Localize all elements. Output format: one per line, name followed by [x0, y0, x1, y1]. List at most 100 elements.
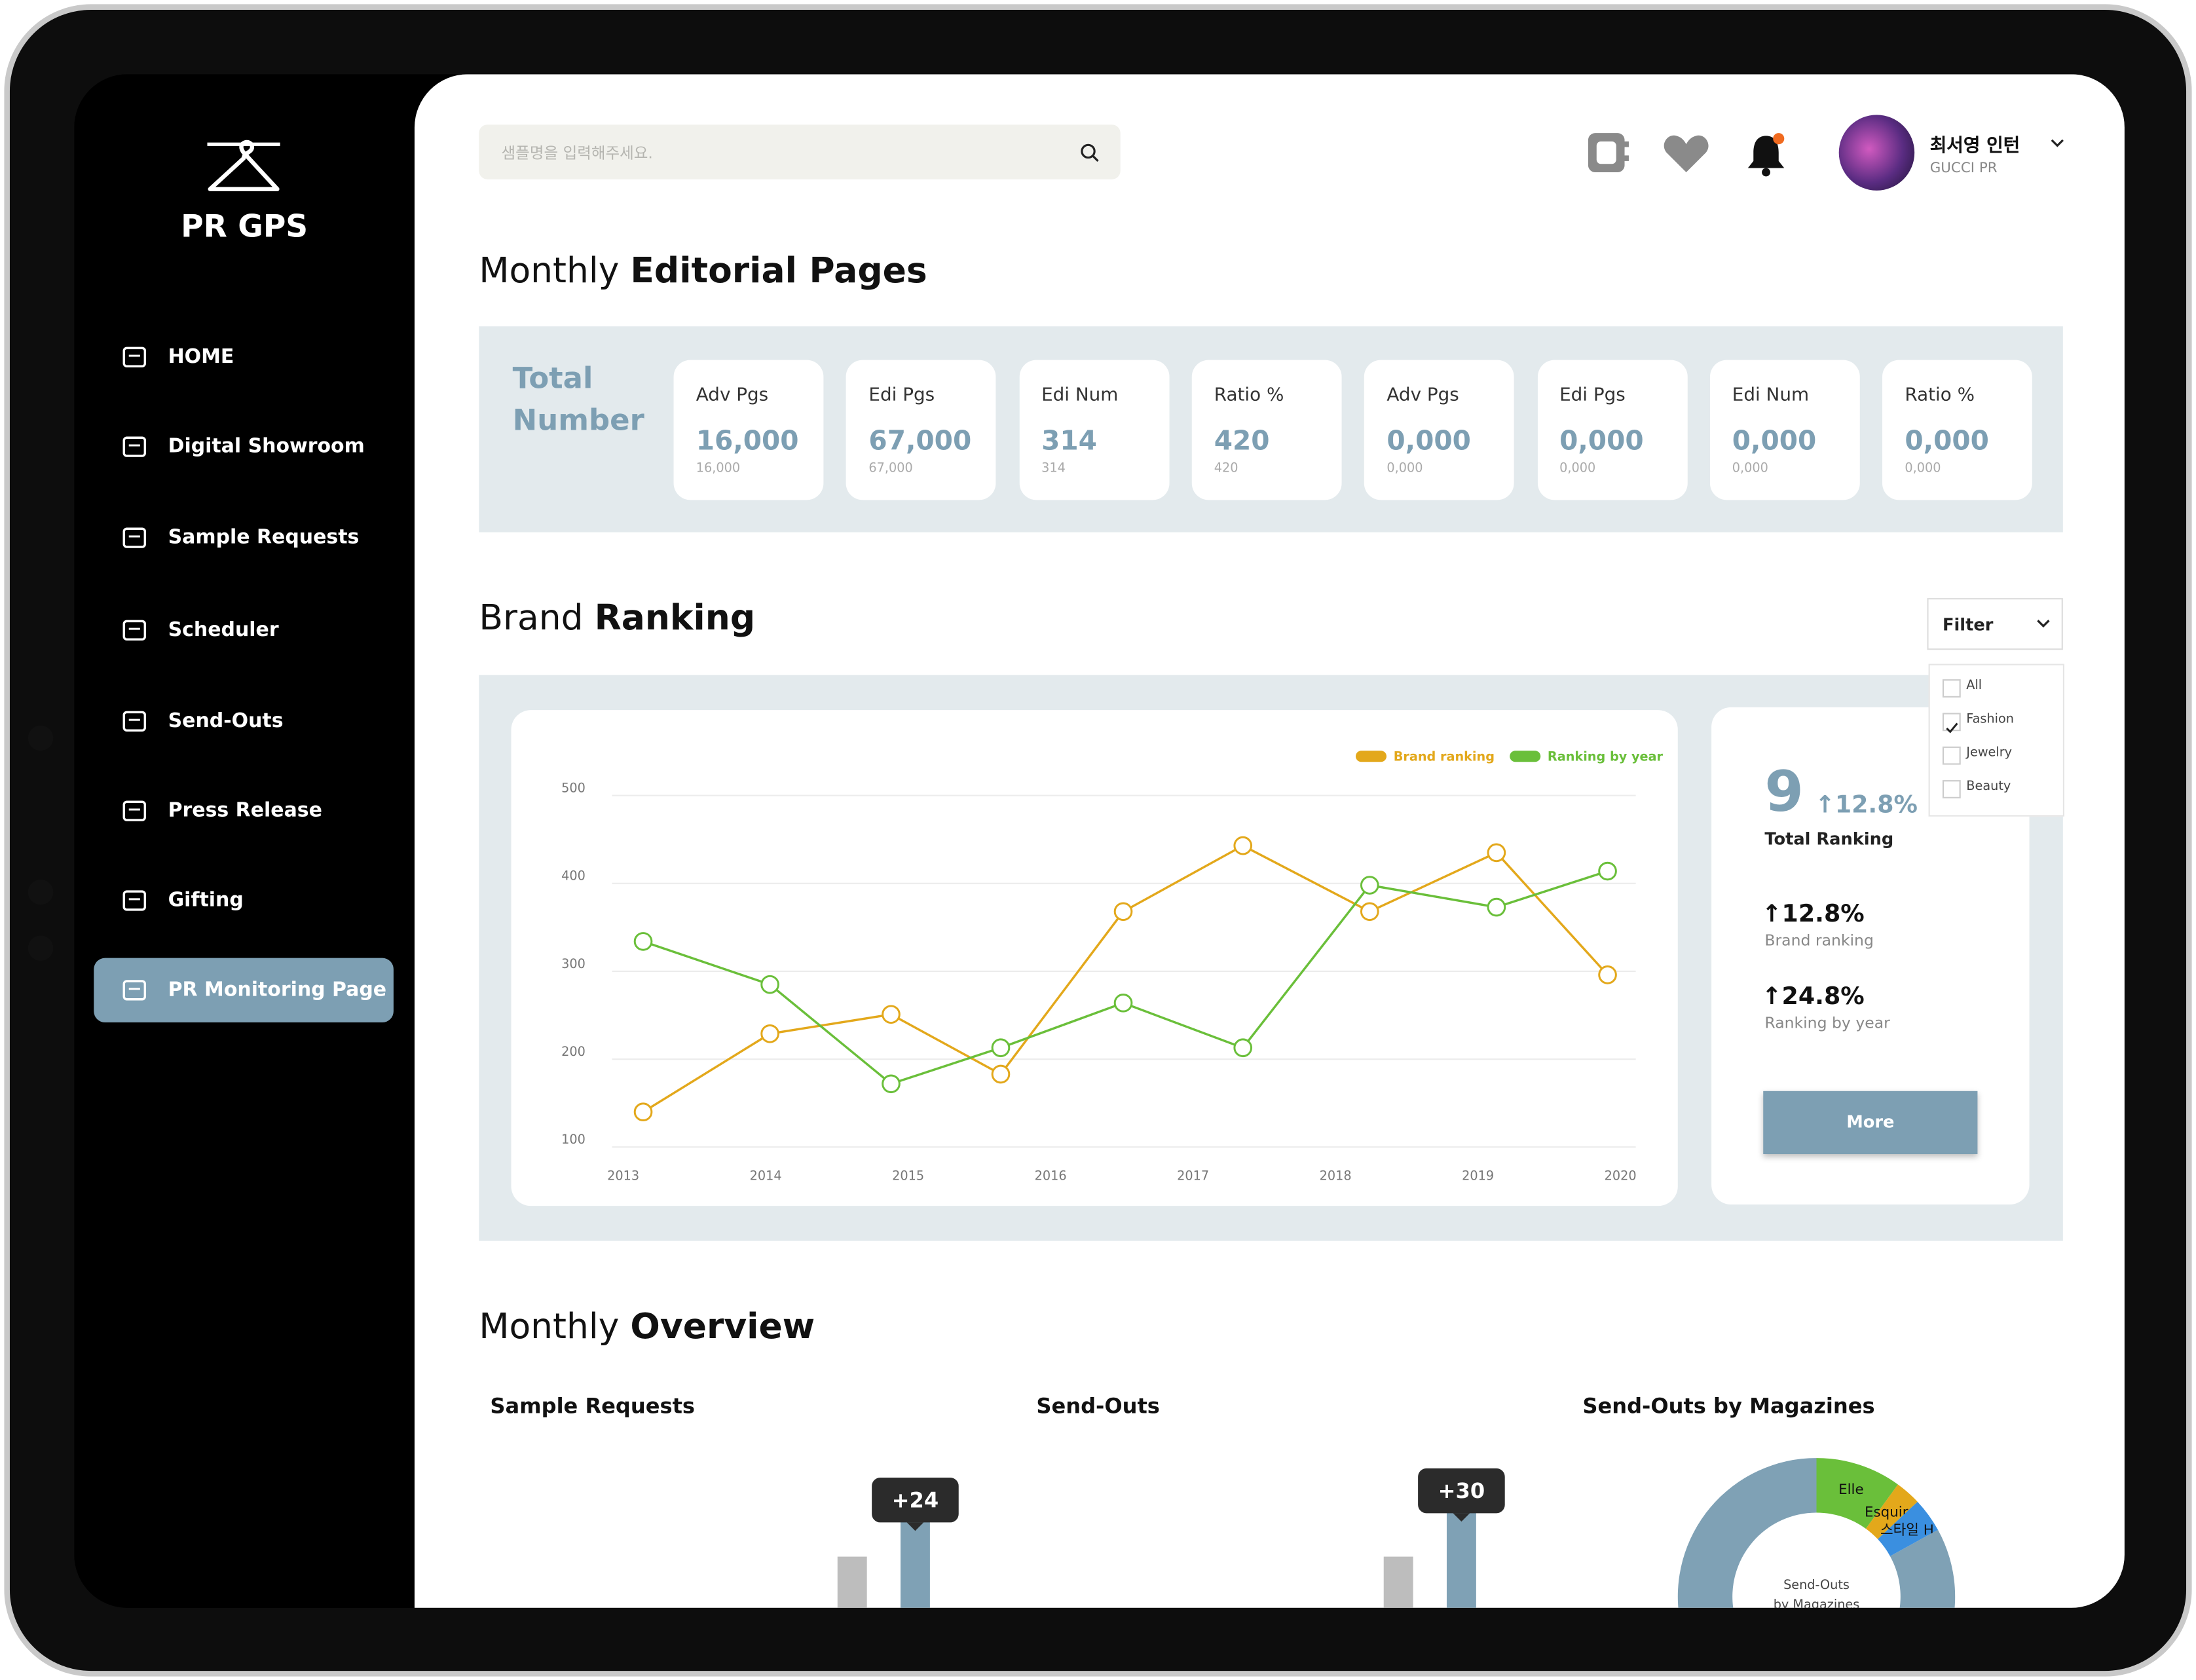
- chart-title: Send-Outs by Magazines: [1582, 1393, 1875, 1419]
- search-box[interactable]: 샘플명을 입력해주세요.: [479, 124, 1121, 179]
- bar: [900, 1520, 930, 1608]
- nav-item[interactable]: Send-Outs: [94, 689, 394, 753]
- charts-layer: 100 200 300 400 500 2013 2014 2015 2016 2017 2018 2…: [561, 749, 1956, 1608]
- chart-title: Send-Outs: [1036, 1393, 1160, 1419]
- checkbox: [1942, 746, 1961, 765]
- camera-dot: [28, 879, 54, 905]
- nav-label: Send-Outs: [168, 710, 284, 733]
- filter-option-label: Fashion: [1966, 713, 2014, 727]
- nav-label: Digital Showroom: [168, 436, 365, 458]
- point: [1113, 902, 1133, 922]
- contacts-icon[interactable]: [1586, 130, 1630, 175]
- x-tick-label: 2020: [1605, 1168, 1637, 1184]
- section-title: Brand Ranking: [479, 597, 755, 638]
- nav-item[interactable]: Sample Requests: [94, 506, 394, 570]
- filter-dropdown[interactable]: Filter: [1927, 598, 2063, 650]
- nav-label: HOME: [168, 346, 234, 369]
- nav-label: Sample Requests: [168, 527, 360, 550]
- nav-item[interactable]: PR Monitoring Page: [94, 958, 394, 1023]
- point: [882, 1074, 901, 1094]
- avatar[interactable]: [1838, 115, 1915, 191]
- bar: [837, 1556, 867, 1608]
- stat-sub: 0,000: [1905, 462, 1941, 477]
- stats-panel: Total Number Adv Pgs 16,000 16,000 Edi Pgs 6…: [479, 326, 2063, 532]
- point: [1360, 876, 1379, 895]
- point: [991, 1038, 1011, 1058]
- point: [760, 975, 779, 994]
- donut-slice: [1677, 1458, 1956, 1608]
- badge-pointer: [1453, 1513, 1470, 1522]
- point: [1360, 902, 1379, 922]
- more-button[interactable]: More: [1763, 1091, 1978, 1155]
- total-label: Total Number: [512, 361, 644, 438]
- sidebar: PR GPS HOME Digital Showroom Sample Reques…: [74, 74, 415, 1608]
- point: [1233, 1038, 1253, 1058]
- point: [633, 932, 653, 951]
- heart-icon[interactable]: [1662, 133, 1710, 175]
- badge-label: +24: [892, 1487, 939, 1512]
- legend-label: Ranking by year: [1548, 749, 1664, 764]
- point: [991, 1064, 1011, 1084]
- stat-card: Edi Pgs 67,000 67,000: [846, 360, 997, 500]
- screen: PR GPS HOME Digital Showroom Sample Reques…: [74, 74, 2125, 1608]
- title-bold: Overview: [630, 1306, 815, 1347]
- point: [1598, 861, 1617, 881]
- stat-value: 314: [1041, 426, 1097, 457]
- stat-card: Adv Pgs 16,000 16,000: [673, 360, 824, 500]
- nav-label: Scheduler: [168, 619, 279, 642]
- filter-option-label: Beauty: [1966, 780, 2011, 794]
- stat-sub: 314: [1041, 462, 1066, 477]
- stat-sub: 420: [1214, 462, 1238, 477]
- point: [633, 1102, 653, 1122]
- filter-chevron: [2037, 620, 2050, 628]
- badge-pointer: [906, 1522, 924, 1531]
- checkbox: [1942, 679, 1961, 698]
- stat-value: 420: [1214, 426, 1270, 457]
- nav-item[interactable]: Gifting: [94, 868, 394, 933]
- filter-label: Filter: [1942, 614, 1994, 635]
- stat-sub: 67,000: [868, 462, 913, 477]
- bell-icon[interactable]: [1743, 130, 1791, 178]
- rank-label: Total Ranking: [1764, 829, 1894, 849]
- x-tick-label: 2019: [1462, 1168, 1494, 1184]
- stat-value: 0,000: [1559, 426, 1644, 457]
- point: [1487, 897, 1506, 917]
- stat-label: Adv Pgs: [696, 385, 769, 407]
- nav-item[interactable]: Press Release: [94, 779, 394, 843]
- summary-value: ↑24.8%: [1762, 983, 1865, 1011]
- nav-icon: [122, 436, 147, 457]
- nav-icon: [122, 620, 147, 641]
- checkbox: [1942, 780, 1961, 798]
- summary-label: Ranking by year: [1764, 1014, 1890, 1032]
- stat-label: Ratio %: [1214, 385, 1284, 407]
- nav-item[interactable]: Scheduler: [94, 598, 394, 662]
- logo-icon: [207, 140, 280, 191]
- title-bold: Ranking: [594, 597, 756, 639]
- y-tick-label: 300: [561, 956, 586, 971]
- badge: [872, 1478, 959, 1523]
- nav-label: Press Release: [168, 800, 322, 823]
- title-bold: Editorial Pages: [630, 250, 927, 291]
- badge: [1418, 1468, 1505, 1514]
- point: [1113, 993, 1133, 1013]
- summary-value: ↑12.8%: [1762, 900, 1865, 929]
- stat-card: Adv Pgs 0,000 0,000: [1364, 360, 1515, 500]
- nav-icon: [122, 800, 147, 821]
- x-tick-label: 2018: [1320, 1168, 1352, 1184]
- stat-label: Edi Pgs: [1559, 385, 1626, 407]
- nav-icon: [122, 711, 147, 732]
- series-line: [642, 844, 1609, 1113]
- slice-label: 스타일 H: [1880, 1522, 1934, 1539]
- nav-item[interactable]: Digital Showroom: [94, 415, 394, 479]
- nav-item[interactable]: HOME: [94, 325, 394, 389]
- camera-dot: [28, 725, 54, 751]
- user-menu-chevron[interactable]: [2049, 136, 2066, 149]
- checkbox: [1942, 713, 1961, 734]
- filter-option-label: Jewelry: [1966, 746, 2013, 761]
- y-tick-label: 100: [561, 1132, 586, 1147]
- stat-value: 0,000: [1732, 426, 1817, 457]
- search-icon: [1081, 143, 1099, 162]
- filter-option-label: All: [1966, 679, 1982, 694]
- chart-card: [511, 710, 1678, 1206]
